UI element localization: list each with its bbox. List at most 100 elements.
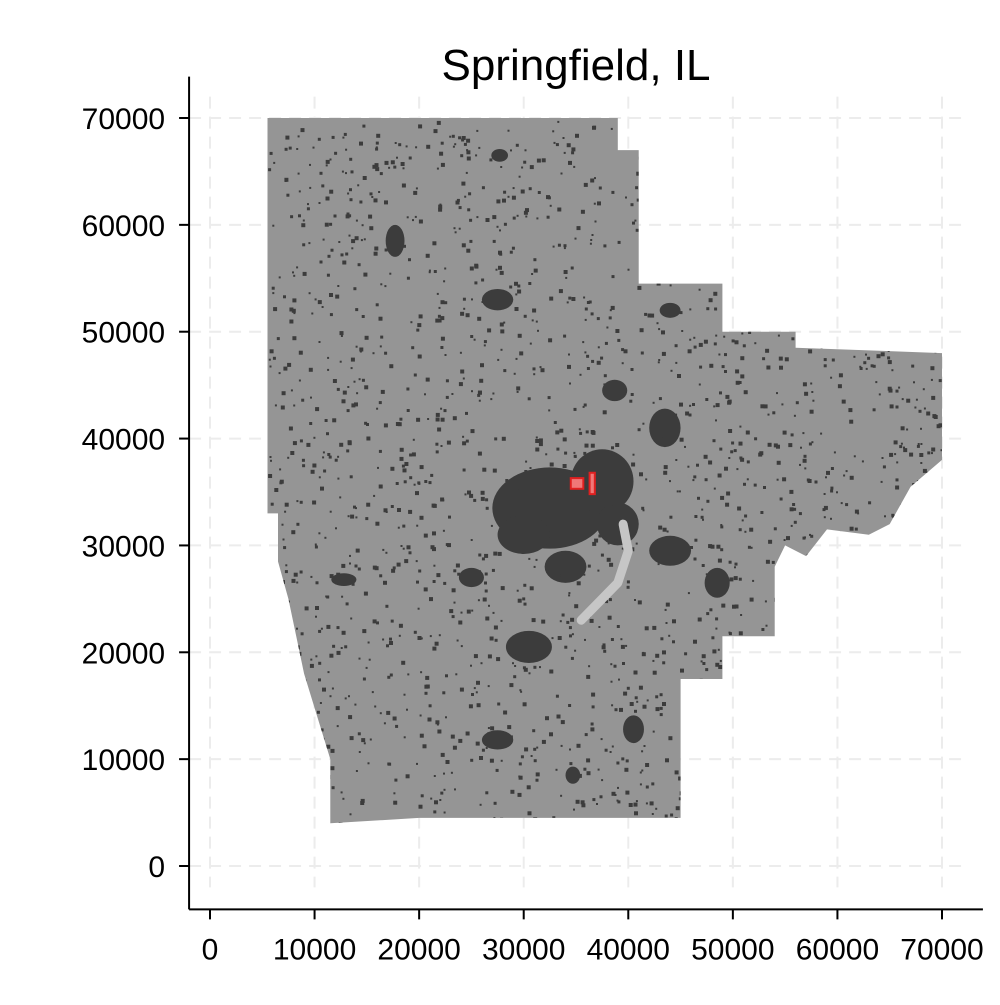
developed-pixel: [591, 705, 595, 709]
developed-pixel: [738, 381, 742, 384]
developed-pixel: [379, 574, 383, 578]
developed-pixel: [284, 603, 288, 607]
developed-pixel: [340, 253, 344, 257]
developed-pixel: [903, 337, 906, 341]
developed-pixel: [401, 183, 406, 188]
developed-pixel: [275, 821, 279, 824]
developed-pixel: [786, 252, 789, 255]
developed-pixel: [481, 278, 485, 282]
developed-pixel: [823, 505, 828, 510]
developed-pixel: [390, 619, 394, 623]
developed-pixel: [918, 659, 923, 664]
developed-pixel: [384, 351, 388, 355]
developed-pixel: [682, 743, 687, 748]
developed-pixel: [312, 463, 317, 468]
developed-pixel: [845, 250, 850, 255]
developed-pixel: [922, 347, 926, 351]
developed-pixel: [799, 463, 801, 466]
developed-pixel: [521, 644, 524, 646]
developed-pixel: [413, 373, 417, 377]
developed-pixel: [857, 750, 860, 753]
developed-pixel: [858, 182, 863, 187]
developed-pixel: [529, 467, 532, 469]
developed-pixel: [723, 335, 726, 338]
developed-pixel: [705, 668, 709, 672]
developed-pixel: [490, 524, 493, 527]
developed-pixel: [730, 450, 734, 454]
developed-pixel: [810, 534, 814, 538]
developed-pixel: [661, 274, 664, 277]
developed-pixel: [309, 731, 313, 734]
developed-pixel: [647, 313, 652, 318]
developed-pixel: [559, 570, 564, 575]
developed-pixel: [480, 490, 485, 495]
developed-pixel: [555, 694, 559, 698]
developed-pixel: [846, 160, 850, 164]
developed-pixel: [666, 216, 669, 219]
developed-pixel: [831, 358, 835, 362]
developed-pixel: [778, 209, 781, 213]
developed-pixel: [755, 794, 759, 798]
developed-pixel: [386, 710, 391, 715]
developed-pixel: [477, 393, 481, 397]
developed-pixel: [724, 466, 728, 471]
developed-pixel: [315, 764, 320, 769]
developed-pixel: [700, 515, 704, 519]
developed-pixel: [737, 244, 741, 248]
developed-pixel: [887, 571, 890, 574]
developed-pixel: [689, 338, 692, 341]
developed-pixel: [320, 728, 324, 732]
developed-pixel: [440, 162, 445, 167]
developed-pixel: [847, 591, 850, 594]
developed-pixel: [712, 733, 717, 738]
developed-pixel: [291, 530, 296, 535]
developed-pixel: [808, 349, 813, 354]
developed-cluster: [659, 302, 681, 318]
developed-pixel: [463, 307, 466, 310]
developed-pixel: [740, 614, 743, 616]
developed-pixel: [464, 195, 467, 198]
developed-pixel: [758, 727, 761, 730]
developed-pixel: [791, 640, 793, 643]
developed-pixel: [456, 198, 460, 202]
developed-pixel: [270, 751, 275, 756]
developed-pixel: [824, 613, 829, 618]
developed-pixel: [681, 809, 683, 812]
developed-pixel: [768, 539, 773, 544]
developed-pixel: [339, 496, 342, 499]
developed-pixel: [406, 216, 409, 219]
developed-pixel: [366, 502, 371, 507]
developed-pixel: [366, 423, 369, 426]
developed-pixel: [378, 401, 382, 405]
developed-pixel: [349, 813, 352, 816]
developed-pixel: [692, 403, 695, 406]
developed-pixel: [664, 814, 668, 818]
developed-pixel: [756, 763, 761, 768]
developed-pixel: [715, 334, 718, 337]
developed-pixel: [859, 365, 862, 368]
developed-pixel: [467, 490, 471, 495]
developed-pixel: [628, 803, 633, 807]
developed-pixel: [466, 156, 471, 161]
developed-pixel: [590, 312, 594, 316]
developed-pixel: [480, 662, 483, 665]
developed-pixel: [846, 672, 849, 675]
developed-pixel: [295, 645, 300, 650]
developed-pixel: [371, 196, 374, 198]
developed-pixel: [847, 767, 850, 770]
developed-pixel: [665, 622, 668, 624]
developed-pixel: [662, 702, 666, 706]
developed-pixel: [440, 300, 445, 305]
developed-pixel: [525, 208, 529, 213]
developed-pixel: [618, 678, 620, 681]
developed-pixel: [890, 798, 895, 803]
developed-pixel: [406, 387, 410, 391]
developed-pixel: [900, 317, 905, 322]
developed-pixel: [539, 509, 542, 512]
developed-pixel: [475, 691, 478, 694]
developed-pixel: [479, 803, 482, 806]
developed-pixel: [513, 637, 516, 640]
developed-pixel: [512, 662, 514, 665]
developed-pixel: [430, 473, 434, 477]
developed-pixel: [492, 239, 496, 243]
